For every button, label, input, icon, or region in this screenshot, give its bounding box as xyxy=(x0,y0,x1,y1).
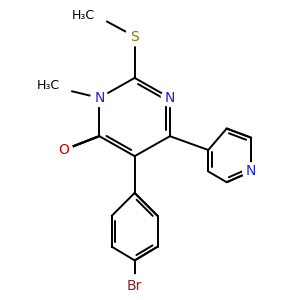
Circle shape xyxy=(91,89,108,106)
Circle shape xyxy=(47,73,72,98)
Circle shape xyxy=(125,27,144,46)
Circle shape xyxy=(123,275,146,298)
Circle shape xyxy=(161,89,178,106)
Circle shape xyxy=(56,141,73,159)
Text: O: O xyxy=(59,143,70,157)
Text: H₃C: H₃C xyxy=(36,79,59,92)
Text: Br: Br xyxy=(127,280,142,293)
Text: N: N xyxy=(165,91,175,105)
Text: S: S xyxy=(130,29,139,44)
Text: H₃C: H₃C xyxy=(72,8,95,22)
Text: N: N xyxy=(246,164,256,178)
Circle shape xyxy=(243,163,260,180)
Circle shape xyxy=(82,3,107,27)
Text: N: N xyxy=(94,91,105,105)
